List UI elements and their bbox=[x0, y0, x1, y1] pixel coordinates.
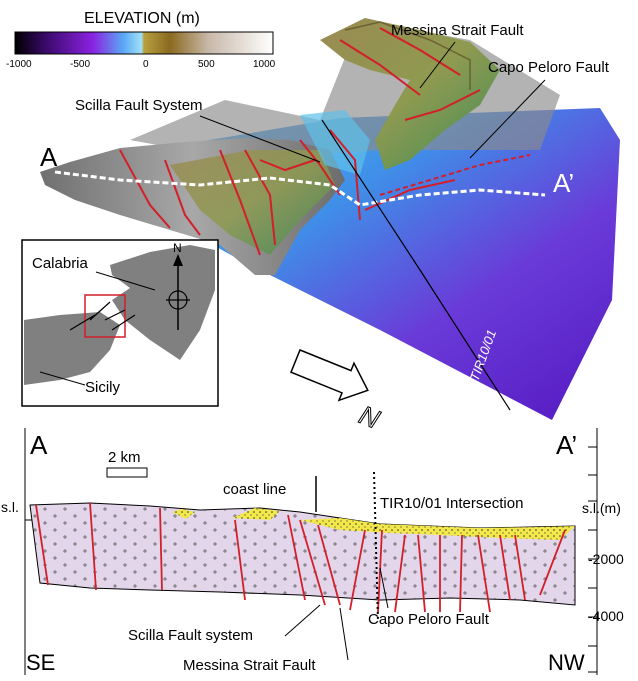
fault-line bbox=[349, 529, 366, 611]
elevation-legend: ELEVATION (m) -1000 -500 0 500 1000 bbox=[6, 10, 276, 70]
section-label-capo: Capo Peloro Fault bbox=[368, 611, 490, 628]
fault-line bbox=[417, 534, 426, 613]
inset-sicily bbox=[24, 312, 120, 385]
calabria-green-slope bbox=[170, 150, 335, 255]
fault-line bbox=[159, 507, 163, 591]
fault-line bbox=[35, 504, 49, 586]
map-label-scilla: Scilla Fault System bbox=[75, 97, 203, 114]
se-label: SE bbox=[26, 650, 55, 675]
right-depth-ticks bbox=[588, 446, 597, 673]
fault-trace bbox=[379, 27, 461, 76]
scale-bar bbox=[106, 467, 148, 478]
fault-trace bbox=[244, 149, 276, 246]
inset-label-sicily: Sicily bbox=[85, 379, 121, 396]
fault-trace bbox=[404, 89, 481, 121]
fault-trace bbox=[329, 129, 361, 221]
sea-level-left-label: s.l. bbox=[1, 499, 19, 515]
legend-tick: 0 bbox=[143, 59, 149, 70]
scale-label: 2 km bbox=[108, 449, 141, 466]
fault-trace bbox=[339, 39, 421, 96]
intersection-label: TIR10/01 Intersection bbox=[380, 495, 523, 512]
fault-line bbox=[287, 514, 306, 601]
sicily-ridge bbox=[344, 21, 471, 90]
legend-tick: 500 bbox=[198, 59, 215, 70]
legend-tick: -500 bbox=[70, 59, 90, 70]
leader-line bbox=[339, 607, 349, 661]
depth-tick-4000: -4000 bbox=[588, 608, 624, 624]
intersection-line bbox=[373, 471, 379, 623]
legend-tick: 1000 bbox=[253, 59, 276, 70]
legend-color-bar bbox=[14, 31, 274, 55]
section-trace-a-a-prime bbox=[54, 170, 546, 207]
map-label-a: A bbox=[40, 142, 58, 172]
section-label-a-prime: A’ bbox=[556, 430, 577, 460]
sediment-wedge bbox=[232, 508, 280, 520]
inset-map: Calabria Sicily N bbox=[21, 239, 219, 407]
cross-section: 2 km A A’ coast line TIR10/01 Intersecti… bbox=[1, 428, 624, 675]
legend-title: ELEVATION (m) bbox=[84, 10, 200, 27]
sea-level-right-label: s.l.(m) bbox=[582, 500, 621, 516]
map-label-a-prime: A’ bbox=[553, 168, 574, 198]
inset-north-label: N bbox=[173, 241, 182, 255]
section-faults bbox=[35, 502, 566, 613]
leader-line bbox=[95, 271, 156, 291]
fault-line bbox=[499, 534, 511, 601]
shallow-shelf bbox=[300, 110, 370, 175]
fault-line bbox=[317, 524, 341, 606]
fault-trace bbox=[119, 149, 171, 229]
fault-trace bbox=[219, 149, 261, 256]
fault-trace bbox=[164, 159, 201, 236]
fault-line bbox=[459, 534, 463, 613]
sediment-wedge bbox=[172, 509, 195, 519]
seismic-line-tir bbox=[321, 119, 511, 411]
fault-line bbox=[514, 534, 526, 601]
section-label-scilla: Scilla Fault system bbox=[128, 627, 253, 644]
leader-line bbox=[199, 115, 321, 163]
map-faults bbox=[119, 27, 531, 256]
leader-line bbox=[284, 604, 321, 637]
sediment-wedge bbox=[300, 518, 575, 540]
section-label-messina: Messina Strait Fault bbox=[183, 657, 316, 674]
nw-label: NW bbox=[548, 650, 585, 675]
section-label-a: A bbox=[30, 430, 48, 460]
fault-trace bbox=[259, 159, 316, 172]
map-label-capo: Capo Peloro Fault bbox=[488, 59, 610, 76]
fault-line bbox=[377, 529, 383, 613]
leader-line bbox=[39, 371, 86, 386]
fault-line bbox=[89, 502, 97, 591]
coast-line-label: coast line bbox=[223, 481, 286, 498]
fault-line bbox=[234, 519, 246, 601]
fault-line bbox=[477, 534, 491, 613]
map-label-messina: Messina Strait Fault bbox=[391, 22, 524, 39]
fault-line bbox=[539, 529, 566, 596]
map-north-arrow: N bbox=[290, 349, 384, 435]
inset-locator-box bbox=[84, 294, 126, 338]
north-arrow-label: N bbox=[355, 399, 384, 434]
leader-line bbox=[379, 567, 389, 609]
legend-tick: -1000 bbox=[6, 59, 32, 70]
inset-faults bbox=[69, 301, 136, 331]
leader-line bbox=[419, 41, 456, 89]
leader-line bbox=[469, 79, 546, 159]
inset-calabria bbox=[110, 245, 215, 360]
capo-peloro-trace bbox=[379, 154, 531, 196]
fault-trace bbox=[299, 139, 341, 196]
fault-line bbox=[299, 519, 326, 606]
fault-line bbox=[394, 534, 406, 613]
depth-tick-2000: -2000 bbox=[588, 551, 624, 567]
fault-trace bbox=[364, 179, 456, 211]
inset-label-calabria: Calabria bbox=[32, 255, 89, 272]
